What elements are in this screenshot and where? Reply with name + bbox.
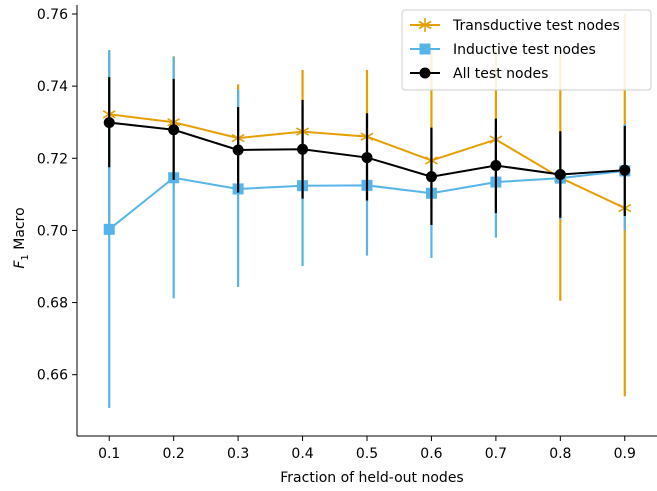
legend: Transductive test nodes Inductive test no… bbox=[401, 9, 652, 91]
data-point bbox=[168, 124, 180, 136]
x-tick-label: 0.2 bbox=[163, 446, 185, 462]
legend-marker bbox=[419, 67, 431, 79]
x-tick-label: 0.1 bbox=[98, 446, 120, 462]
plot-area bbox=[102, 14, 632, 408]
data-point bbox=[103, 117, 115, 129]
series-2 bbox=[103, 77, 631, 226]
legend-marker bbox=[419, 43, 431, 55]
data-point bbox=[490, 159, 502, 171]
legend-label: Inductive test nodes bbox=[453, 42, 596, 58]
y-tick-label: 0.68 bbox=[37, 296, 68, 312]
x-tick-label: 0.6 bbox=[420, 446, 442, 462]
y-axis-label: F1 Macro bbox=[12, 207, 31, 268]
legend-item: Transductive test nodes bbox=[410, 18, 620, 34]
y-tick-label: 0.74 bbox=[37, 79, 68, 95]
x-tick-label: 0.8 bbox=[549, 446, 571, 462]
legend-marker bbox=[418, 18, 432, 32]
data-point bbox=[361, 152, 373, 164]
marker-stroke bbox=[418, 20, 432, 30]
data-point bbox=[425, 171, 437, 183]
y-tick-label: 0.66 bbox=[37, 368, 68, 384]
legend-label: Transductive test nodes bbox=[452, 18, 620, 34]
legend-item: Inductive test nodes bbox=[410, 42, 596, 58]
y-tick-label: 0.76 bbox=[37, 7, 68, 23]
x-axis-label: Fraction of held-out nodes bbox=[280, 470, 463, 486]
axes: 0.1 0.2 0.3 0.4 0.5 0.6 0.7 0.8 0.9 0.66 0.68 0.70 0… bbox=[37, 5, 657, 462]
legend-item: All test nodes bbox=[410, 66, 548, 82]
data-point bbox=[619, 164, 631, 176]
y-tick-label: 0.70 bbox=[37, 223, 68, 239]
x-tick-label: 0.5 bbox=[356, 446, 378, 462]
x-tick-label: 0.9 bbox=[614, 446, 636, 462]
y-tick-label: 0.72 bbox=[37, 151, 68, 167]
x-tick-label: 0.7 bbox=[485, 446, 507, 462]
data-point bbox=[554, 169, 566, 181]
legend-frame bbox=[401, 9, 652, 91]
x-tick-label: 0.3 bbox=[227, 446, 249, 462]
data-point bbox=[103, 223, 115, 235]
data-point bbox=[232, 144, 244, 156]
data-point bbox=[297, 143, 309, 155]
x-tick-label: 0.4 bbox=[291, 446, 313, 462]
legend-label: All test nodes bbox=[453, 66, 548, 82]
